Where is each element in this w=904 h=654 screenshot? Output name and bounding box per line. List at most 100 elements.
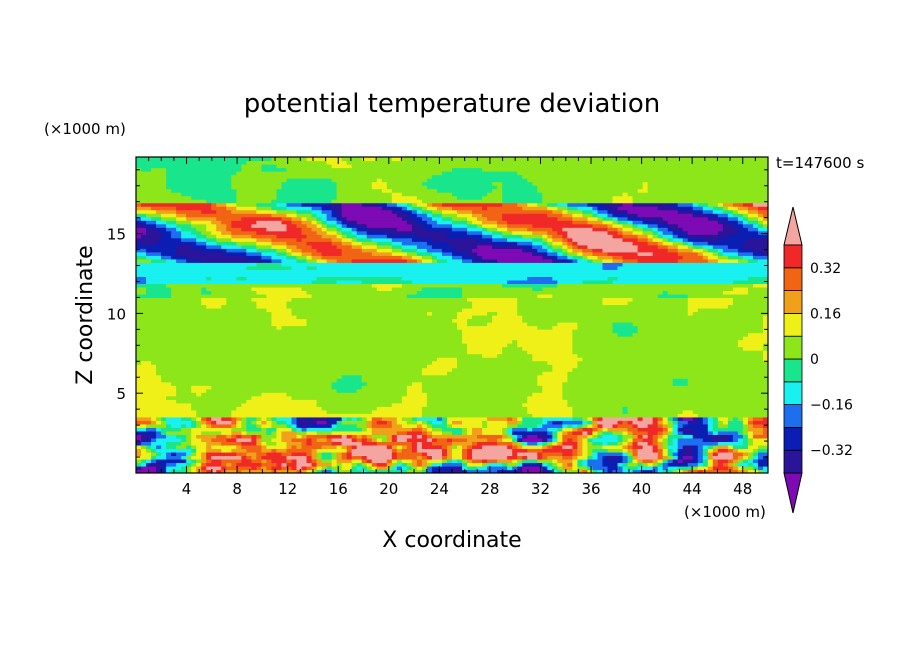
field-cell [592,451,599,457]
field-cell [281,462,288,467]
field-cell [527,322,558,327]
field-cell [191,223,207,228]
field-cell [627,465,639,471]
field-cell [296,420,318,425]
colorbar: 0.320.160−0.16−0.32 [783,206,853,514]
field-cell [452,441,473,446]
field-cell [527,409,573,414]
field-cell [431,441,453,446]
field-cell [617,332,634,337]
field-cell [562,234,568,239]
field-cell [547,206,558,211]
field-cell [291,220,303,225]
field-cell [391,455,398,460]
field-cell [396,448,403,453]
field-cell [612,216,619,221]
field-cell [542,462,548,467]
field-cell [431,465,453,471]
field-cell [467,444,473,450]
field-cell [261,251,278,256]
field-cell [522,346,573,351]
field-cell [482,258,498,263]
field-cell [557,283,754,288]
field-cell [477,465,488,471]
field-cell [712,427,744,432]
field-cell [411,209,418,214]
field-cell [156,448,192,453]
field-cell [517,444,523,450]
field-cell [366,416,373,421]
field-cell [752,455,759,460]
field-cell [241,216,283,221]
field-cell [607,209,614,214]
field-cell [582,209,594,214]
field-cell [421,434,428,439]
x-tick-label: 4 [182,480,192,498]
field-cell [622,255,684,260]
field-cell [722,248,739,253]
field-cell [657,430,664,435]
field-cell [191,441,207,446]
field-cell [512,441,518,446]
field-cell [687,234,729,239]
field-cell [652,441,659,446]
field-cell [712,455,734,460]
field-cell [707,248,719,253]
field-cell [191,451,197,457]
field-cell [482,223,498,228]
field-cell [712,251,719,256]
field-cell [206,286,252,292]
field-cell [136,230,147,235]
field-cell [517,311,689,316]
field-cell [181,437,187,442]
field-cell [266,444,288,450]
field-cell [467,448,473,453]
field-cell [161,230,172,235]
field-cell [667,458,674,464]
field-cell [727,423,744,428]
field-cell [687,378,768,383]
field-cell [522,174,768,179]
field-cell [692,206,704,211]
field-cell [331,427,363,432]
field-cell [231,178,288,183]
field-cell [201,230,212,235]
field-cell [742,202,754,207]
field-cell [667,290,724,295]
field-cell [507,220,573,225]
field-cell [311,206,323,211]
field-cell [657,416,664,421]
field-cell [737,248,754,253]
field-cell [467,458,473,464]
field-cell [286,423,293,428]
field-cell [497,353,533,358]
field-cell [762,469,768,473]
field-cell [361,441,378,446]
field-cell [692,465,699,471]
field-cell [141,202,212,207]
field-cell [667,220,719,225]
field-cell [421,458,428,464]
field-cell [482,353,498,358]
field-cell [717,462,724,467]
field-cell [341,220,348,225]
field-cell [537,374,568,379]
field-cell [336,444,343,450]
field-cell [136,409,197,414]
field-cell [136,374,162,379]
field-cell [376,248,393,253]
field-cell [542,455,548,460]
field-cell [351,451,393,457]
field-cell [467,465,478,471]
field-cell [296,430,308,435]
field-cell [542,255,553,260]
field-cell [462,307,518,313]
field-cell [341,451,348,457]
field-cell [156,437,182,442]
field-cell [677,465,694,471]
field-cell [727,304,768,309]
field-cell [146,213,162,218]
field-cell [431,258,438,263]
field-cell [251,434,257,439]
field-cell [557,206,568,211]
